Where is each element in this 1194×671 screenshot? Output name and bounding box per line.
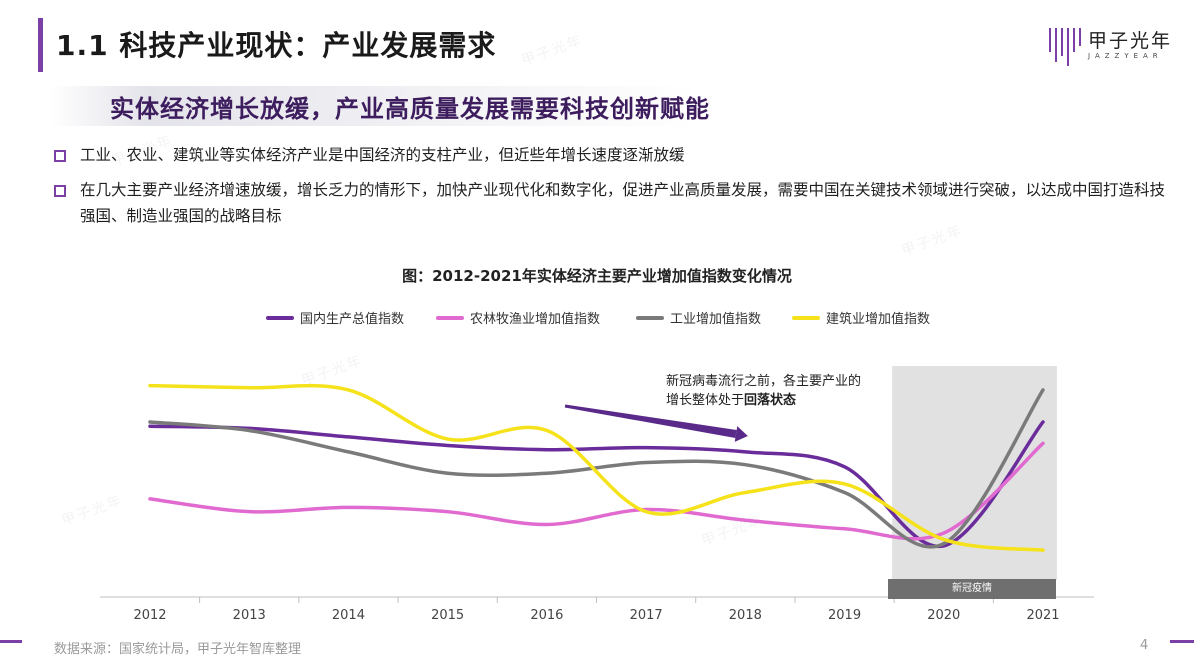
footer-accent-right [1170, 640, 1194, 643]
x-tick-label: 2017 [630, 608, 663, 623]
bullet-square-icon [54, 185, 66, 197]
legend-label: 农林牧渔业增加值指数 [470, 312, 601, 327]
legend-label: 国内生产总值指数 [300, 312, 405, 327]
legend-swatch [266, 316, 294, 320]
subtitle: 实体经济增长放缓，产业高质量发展需要科技创新赋能 [110, 95, 710, 123]
bullet-text: 在几大主要产业经济增速放缓，增长乏力的情形下，加快产业现代化和数字化，促进产业高… [80, 181, 1166, 225]
logo-text: 甲子光年 [1088, 30, 1173, 52]
subtitle-band [50, 86, 700, 126]
x-tick-label: 2021 [1026, 608, 1059, 623]
chart-legend: 国内生产总值指数 农林牧渔业增加值指数 工业增加值指数 建筑业增加值指数 [0, 308, 1194, 328]
x-tick-label: 2015 [431, 608, 464, 623]
legend-label: 工业增加值指数 [670, 312, 762, 327]
x-tick-label: 2014 [332, 608, 365, 623]
x-tick-label: 2016 [530, 608, 563, 623]
page-number: 4 [1140, 638, 1149, 653]
trend-arrow-shaft [564, 404, 737, 438]
legend-swatch [792, 316, 820, 320]
bullet-text: 工业、农业、建筑业等实体经济产业是中国经济的支柱产业，但近些年增长速度逐渐放缓 [80, 146, 685, 164]
trend-arrow [564, 404, 748, 442]
bullet-square-icon [54, 150, 66, 162]
x-tick-label: 2018 [729, 608, 762, 623]
series-industry-line [148, 388, 1045, 549]
trend-arrow-head [734, 426, 748, 442]
page-title: 1.1 科技产业现状：产业发展需求 [56, 29, 497, 62]
legend-swatch [636, 316, 664, 320]
x-tick-label: 2013 [233, 608, 266, 623]
covid-label: 新冠疫情 [888, 579, 1056, 599]
bullet-item: 在几大主要产业经济增速放缓，增长乏力的情形下，加快产业现代化和数字化，促进产业高… [54, 177, 1174, 229]
chart-annotation: 新冠病毒流行之前，各主要产业的增长整体处于回落状态 [666, 372, 866, 410]
legend-label: 建筑业增加值指数 [826, 312, 931, 327]
x-tick-label: 2019 [828, 608, 861, 623]
jazzyear-logo-icon [1049, 28, 1081, 66]
bullet-item: 工业、农业、建筑业等实体经济产业是中国经济的支柱产业，但近些年增长速度逐渐放缓 [54, 142, 1174, 168]
annotation-text: 新冠病毒流行之前，各主要产业的增长整体处于 [666, 374, 862, 408]
footer-accent-left [0, 640, 22, 643]
logo-subtext: JAZZYEAR [1088, 52, 1163, 60]
x-tick-label: 2020 [927, 608, 960, 623]
data-source: 数据来源：国家统计局，甲子光年智库整理 [54, 642, 302, 657]
x-tick-label: 2012 [133, 608, 166, 623]
series-construction-line [148, 383, 1045, 552]
title-accent-bar [38, 18, 43, 72]
chart-title: 图：2012-2021年实体经济主要产业增加值指数变化情况 [402, 267, 792, 285]
legend-swatch [436, 316, 464, 320]
annotation-bold: 回落状态 [744, 393, 797, 408]
